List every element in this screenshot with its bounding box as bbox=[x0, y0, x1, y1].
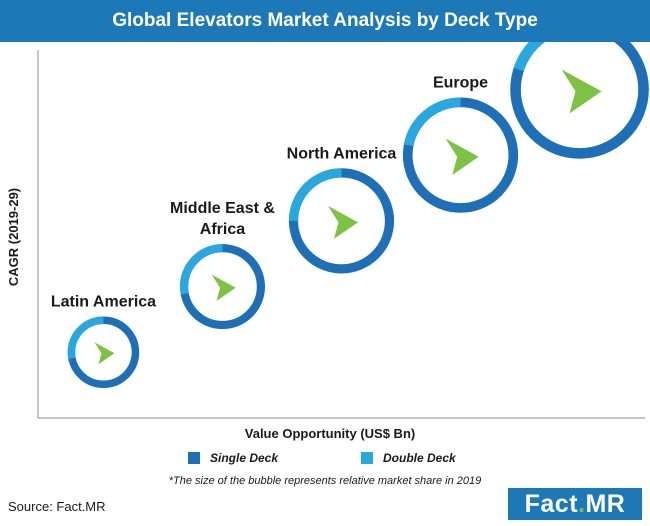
bubble-label: Latin America bbox=[51, 294, 156, 311]
x-axis-label: Value Opportunity (US$ Bn) bbox=[245, 426, 415, 441]
growth-arrow-icon bbox=[445, 138, 479, 175]
bubble-2: North America bbox=[287, 145, 397, 274]
logo-text-mr: MR bbox=[585, 489, 626, 518]
legend-item-single-deck: Single Deck bbox=[188, 451, 278, 465]
legend-swatch-single-deck bbox=[188, 452, 200, 464]
factmr-logo: Fact. MR bbox=[508, 488, 642, 520]
growth-arrow-icon bbox=[211, 274, 236, 301]
legend-swatch-double-deck bbox=[361, 452, 373, 464]
bubble-label: Europe bbox=[433, 75, 488, 92]
source-text: Source: Fact.MR bbox=[8, 499, 106, 514]
bubble-ring-double-deck bbox=[67, 316, 140, 389]
logo-text-fact: Fact bbox=[524, 489, 579, 518]
y-axis-label: CAGR (2019-29) bbox=[6, 188, 21, 286]
bubble-0: Latin America bbox=[51, 294, 156, 389]
growth-arrow-icon bbox=[94, 342, 115, 365]
bubble-4: Asia Pacific bbox=[510, 42, 649, 159]
bubble-ring-double-deck bbox=[179, 244, 265, 330]
growth-arrow-icon bbox=[328, 205, 358, 239]
bubble-label: Middle East & bbox=[170, 200, 275, 217]
bubble-ring-double-deck bbox=[288, 168, 395, 274]
chart-title: Global Elevators Market Analysis by Deck… bbox=[0, 0, 650, 42]
legend-item-double-deck: Double Deck bbox=[361, 451, 456, 465]
growth-arrow-icon bbox=[561, 69, 602, 114]
logo-dot: . bbox=[578, 489, 586, 518]
bubble-3: Europe bbox=[402, 75, 519, 213]
bubble-label: North America bbox=[287, 145, 397, 162]
bubble-ring-double-deck bbox=[402, 97, 519, 213]
bubble-ring-single-deck bbox=[510, 42, 649, 159]
bubble-label: Africa bbox=[200, 221, 245, 238]
legend-label-single-deck: Single Deck bbox=[210, 451, 279, 465]
legend-label-double-deck: Double Deck bbox=[383, 451, 456, 465]
footnote: *The size of the bubble represents relat… bbox=[168, 475, 482, 487]
bubble-1: Middle East & Africa bbox=[170, 200, 275, 330]
bubbles-layer: Latin America Middle East & Africa North Am… bbox=[51, 42, 649, 389]
bubble-chart: CAGR (2019-29) Value Opportunity (US$ Bn… bbox=[6, 42, 649, 441]
legend: Single Deck Double Deck bbox=[0, 451, 650, 469]
